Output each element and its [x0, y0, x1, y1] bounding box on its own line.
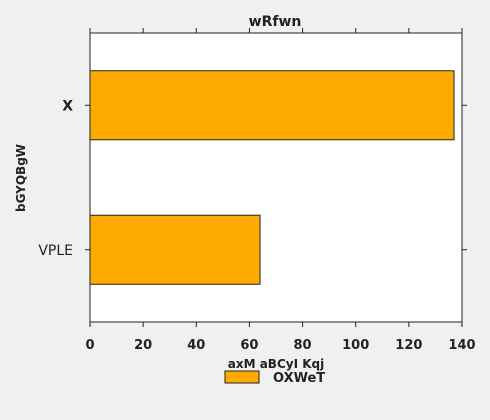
x-tick-label: 120 [395, 338, 422, 353]
chart-title: wRfwn [249, 14, 302, 30]
x-axis-label: axM aBCyI Kqj [228, 357, 324, 371]
bar-vple [89, 214, 261, 285]
y-axis-label: bGYQBgW [14, 144, 28, 212]
bar-group [89, 70, 455, 285]
legend: OXWeT [224, 370, 325, 386]
x-tick-label: 40 [187, 338, 205, 353]
x-tick-label: 60 [240, 338, 258, 353]
x-tick-label: 100 [342, 338, 369, 353]
y-axis-ticks: X VPLE [38, 98, 467, 259]
x-axis-ticks: 0 20 40 60 80 100 120 140 [85, 28, 476, 353]
y-tick-label: X [62, 98, 73, 114]
bar-x [89, 70, 455, 141]
x-tick-label: 80 [294, 338, 312, 353]
x-tick-label: 0 [85, 338, 94, 353]
x-tick-label: 20 [134, 338, 152, 353]
x-tick-label: 140 [448, 338, 475, 353]
legend-label: OXWeT [273, 371, 325, 386]
y-tick-label: VPLE [38, 243, 73, 259]
legend-swatch [224, 370, 260, 384]
